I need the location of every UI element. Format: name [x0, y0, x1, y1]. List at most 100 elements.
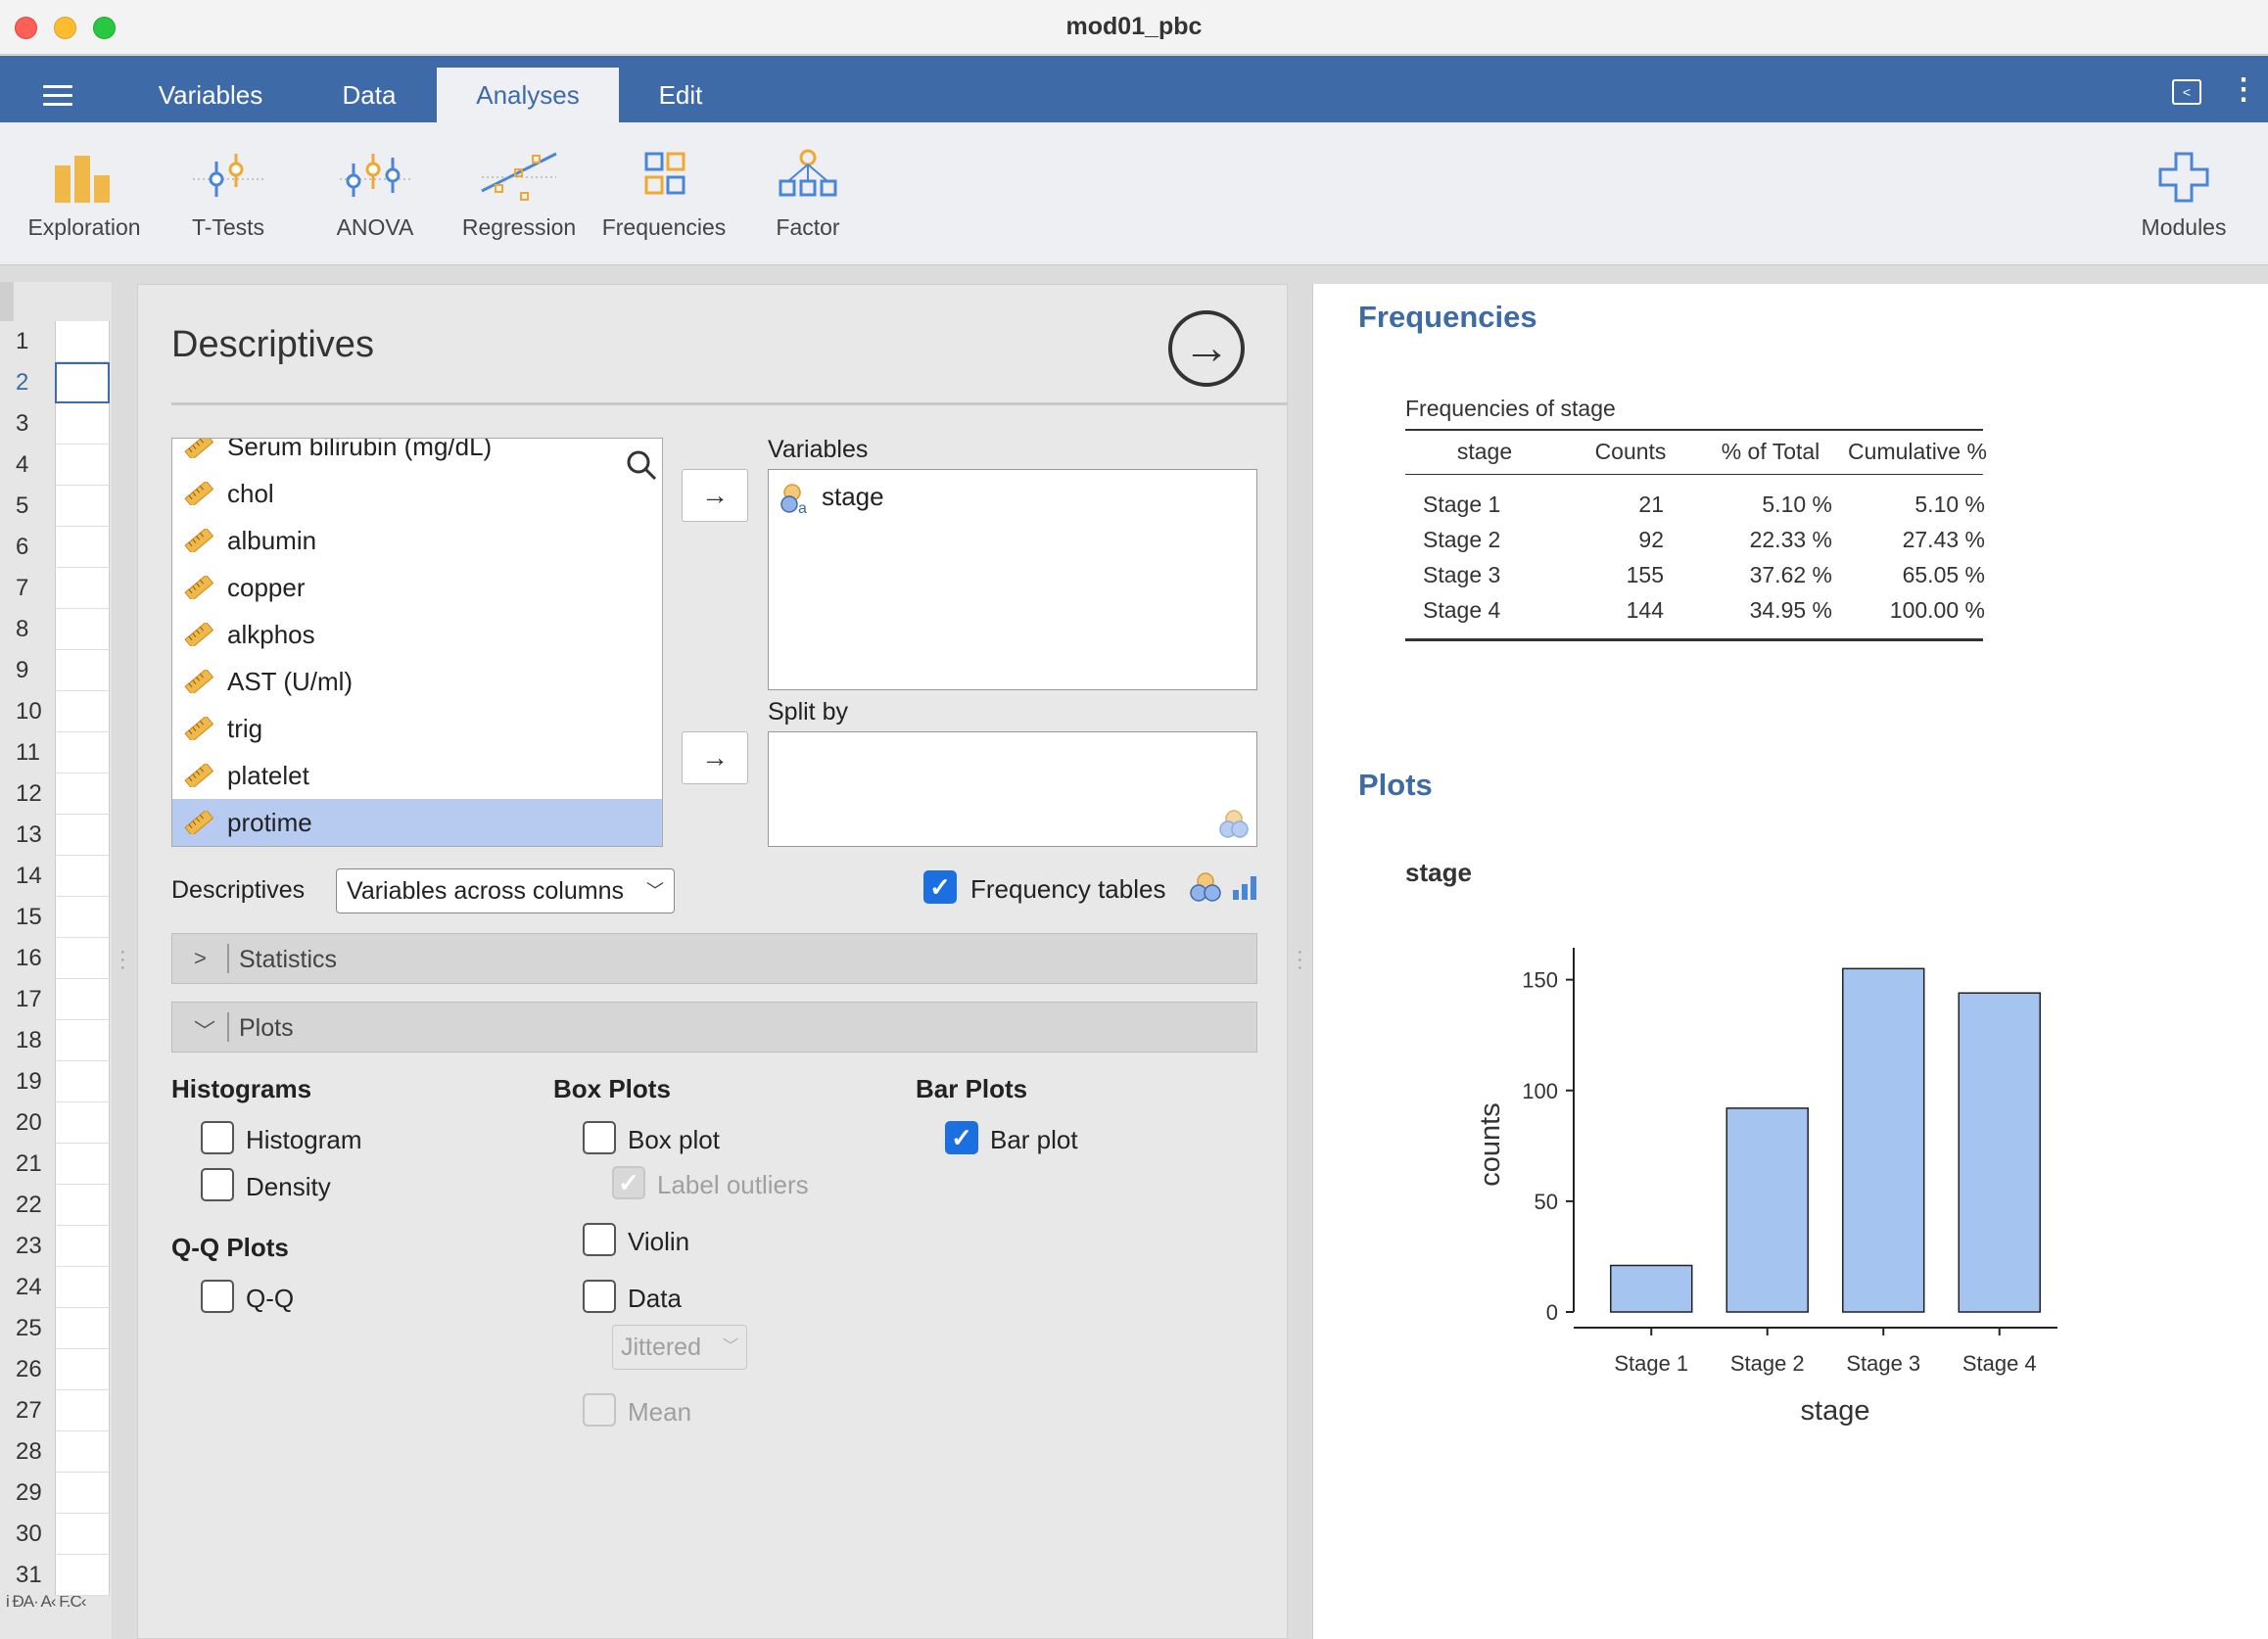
close-window-button[interactable]: [15, 17, 37, 39]
sheet-cell[interactable]: [55, 1020, 110, 1061]
sheet-cell[interactable]: [55, 321, 110, 362]
data-checkbox[interactable]: [583, 1280, 616, 1313]
row-header[interactable]: 23: [16, 1233, 42, 1259]
row-header[interactable]: 21: [16, 1150, 42, 1177]
sheet-cell[interactable]: [55, 486, 110, 527]
row-header[interactable]: 13: [16, 821, 42, 848]
sheet-cell[interactable]: [55, 1390, 110, 1431]
sheet-cell[interactable]: [55, 527, 110, 568]
row-header[interactable]: 29: [16, 1479, 42, 1506]
splitter-handle-left[interactable]: · · ·: [119, 941, 126, 978]
sheet-cell[interactable]: [55, 1349, 110, 1390]
toggle-results-icon[interactable]: <: [2172, 79, 2201, 105]
source-variable-list[interactable]: Serum bilirubin (mg/dL) chol albumin copper…: [171, 438, 663, 847]
bar-plot-checkbox[interactable]: ✓: [945, 1121, 978, 1154]
violin-checkbox[interactable]: [583, 1223, 616, 1256]
row-header[interactable]: 8: [16, 616, 29, 642]
row-header[interactable]: 11: [16, 739, 40, 766]
variable-list-item[interactable]: Serum bilirubin (mg/dL): [172, 439, 662, 470]
sheet-cell[interactable]: [55, 815, 110, 856]
row-header[interactable]: 16: [16, 945, 42, 971]
ribbon-factor-button[interactable]: Factor: [744, 122, 872, 265]
row-header[interactable]: 2: [16, 369, 29, 396]
sheet-cell[interactable]: [55, 938, 110, 979]
row-header[interactable]: 6: [16, 534, 29, 560]
sheet-cell[interactable]: [55, 732, 110, 773]
sheet-cell[interactable]: [55, 609, 110, 650]
variable-list-item[interactable]: copper: [172, 564, 662, 611]
row-header[interactable]: 4: [16, 451, 29, 478]
ribbon-anova-button[interactable]: ANOVA: [311, 122, 439, 265]
row-header[interactable]: 25: [16, 1315, 42, 1341]
histogram-checkbox[interactable]: [201, 1121, 234, 1154]
sheet-cell[interactable]: [55, 568, 110, 609]
row-header[interactable]: 19: [16, 1068, 42, 1095]
run-arrow-button[interactable]: →: [1168, 310, 1245, 387]
variable-list-item[interactable]: platelet: [172, 752, 662, 799]
sheet-cell[interactable]: [55, 1473, 110, 1514]
sheet-cell[interactable]: [55, 1555, 110, 1596]
sheet-cell[interactable]: [55, 773, 110, 815]
row-header[interactable]: 30: [16, 1521, 42, 1547]
row-header[interactable]: 31: [16, 1562, 42, 1588]
row-header[interactable]: 12: [16, 780, 42, 807]
sheet-cell[interactable]: [55, 1514, 110, 1555]
row-header[interactable]: 14: [16, 863, 42, 889]
row-header[interactable]: 3: [16, 410, 29, 437]
row-header[interactable]: 7: [16, 575, 29, 601]
sheet-cell[interactable]: [55, 650, 110, 691]
row-header[interactable]: 24: [16, 1274, 42, 1300]
move-to-splitby-button[interactable]: →: [682, 731, 748, 784]
variable-list-item[interactable]: chol: [172, 470, 662, 517]
sheet-cell[interactable]: [55, 445, 110, 486]
row-header[interactable]: 15: [16, 904, 42, 930]
statistics-section-header[interactable]: > Statistics: [171, 933, 1257, 984]
tab-variables[interactable]: Variables: [158, 80, 263, 110]
variables-drop-box[interactable]: a stage: [768, 469, 1257, 690]
variable-list-item[interactable]: protime: [172, 799, 662, 846]
sheet-cell[interactable]: [55, 1144, 110, 1185]
row-header[interactable]: 27: [16, 1397, 42, 1424]
row-header[interactable]: 26: [16, 1356, 42, 1382]
sheet-cell[interactable]: [55, 1308, 110, 1349]
plots-section-header[interactable]: ﹀ Plots: [171, 1002, 1257, 1053]
splitter-handle-right[interactable]: · · ·: [1297, 941, 1303, 978]
row-header[interactable]: 28: [16, 1438, 42, 1465]
sheet-cell[interactable]: [55, 979, 110, 1020]
sheet-cell[interactable]: [55, 1226, 110, 1267]
sheet-cell[interactable]: [55, 1267, 110, 1308]
variable-list-item[interactable]: trig: [172, 705, 662, 752]
search-icon[interactable]: [625, 448, 658, 482]
tab-edit[interactable]: Edit: [658, 80, 703, 110]
sheet-cell[interactable]: [55, 362, 110, 403]
sheet-cell[interactable]: [55, 691, 110, 732]
row-header[interactable]: 17: [16, 986, 42, 1012]
row-header[interactable]: 9: [16, 657, 29, 683]
sheet-cell[interactable]: [55, 897, 110, 938]
row-header[interactable]: 1: [16, 328, 29, 354]
variable-list-item[interactable]: AST (U/ml): [172, 658, 662, 705]
ribbon-modules-button[interactable]: Modules: [2115, 122, 2252, 265]
descriptives-layout-select[interactable]: Variables across columns ﹀: [336, 868, 675, 913]
tab-analyses[interactable]: Analyses: [437, 68, 619, 122]
sheet-cell[interactable]: [55, 856, 110, 897]
more-options-icon[interactable]: ⋮: [2229, 73, 2258, 106]
tab-data[interactable]: Data: [342, 80, 397, 110]
ribbon-frequencies-button[interactable]: Frequencies: [595, 122, 732, 265]
row-header[interactable]: 10: [16, 698, 42, 725]
variable-list-item[interactable]: albumin: [172, 517, 662, 564]
ribbon-ttests-button[interactable]: T-Tests: [165, 122, 292, 265]
splitby-drop-box[interactable]: [768, 731, 1257, 847]
hamburger-menu-icon[interactable]: [43, 85, 72, 112]
minimize-window-button[interactable]: [54, 17, 76, 39]
row-header[interactable]: 22: [16, 1192, 42, 1218]
box-plot-checkbox[interactable]: [583, 1121, 616, 1154]
qq-checkbox[interactable]: [201, 1280, 234, 1313]
sheet-cell[interactable]: [55, 1185, 110, 1226]
sheet-cell[interactable]: [55, 1061, 110, 1102]
density-checkbox[interactable]: [201, 1168, 234, 1201]
frequency-tables-checkbox[interactable]: ✓: [923, 870, 957, 904]
row-header[interactable]: 18: [16, 1027, 42, 1054]
row-header[interactable]: 5: [16, 492, 29, 519]
variable-list-item[interactable]: alkphos: [172, 611, 662, 658]
